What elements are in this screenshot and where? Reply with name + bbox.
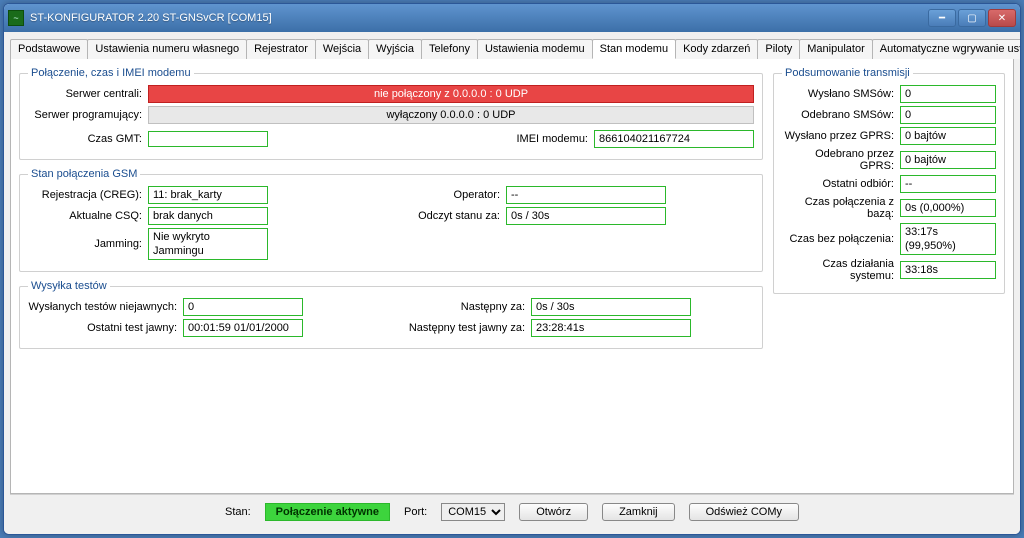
status-bar: Stan: Połączenie aktywne Port: COM15 Otw…	[10, 494, 1014, 528]
serwer-centrali-value: nie połączony z 0.0.0.0 : 0 UDP	[148, 85, 754, 103]
refresh-com-button[interactable]: Odśwież COMy	[689, 503, 799, 521]
serwer-centrali-label: Serwer centrali:	[28, 88, 148, 100]
czas-gmt-value	[148, 131, 268, 147]
summary-row: Czas bez połączenia:33:17s (99,950%)	[782, 223, 996, 255]
nastjawny-value: 23:28:41s	[531, 319, 691, 337]
tab-ustawienia-modemu[interactable]: Ustawienia modemu	[477, 39, 593, 59]
tab-manipulator[interactable]: Manipulator	[799, 39, 872, 59]
summary-label: Czas działania systemu:	[782, 258, 900, 282]
tab-rejestrator[interactable]: Rejestrator	[246, 39, 316, 59]
summary-value: 0	[900, 85, 996, 103]
summary-value: 33:18s	[900, 261, 996, 279]
tab-piloty[interactable]: Piloty	[757, 39, 800, 59]
jamming-value: Nie wykryto Jammingu	[148, 228, 268, 260]
maximize-button[interactable]: ▢	[958, 9, 986, 27]
odczyt-value: 0s / 30s	[506, 207, 666, 225]
tab-podstawowe[interactable]: Podstawowe	[10, 39, 88, 59]
summary-label: Wysłano SMSów:	[782, 88, 900, 100]
summary-value: --	[900, 175, 996, 193]
left-column: Połączenie, czas i IMEI modemu Serwer ce…	[19, 67, 763, 485]
port-select[interactable]: COM15	[441, 503, 505, 521]
creg-label: Rejestracja (CREG):	[28, 189, 148, 201]
ostatni-value: 00:01:59 01/01/2000	[183, 319, 303, 337]
tab-automatyczne-wgrywanie-ustawie-[interactable]: Automatyczne wgrywanie ustawień	[872, 39, 1021, 59]
operator-label: Operator:	[396, 189, 506, 201]
summary-row: Wysłano przez GPRS:0 bajtów	[782, 127, 996, 145]
right-column: Podsumowanie transmisji Wysłano SMSów:0O…	[773, 67, 1005, 485]
csq-value: brak danych	[148, 207, 268, 225]
odczyt-label: Odczyt stanu za:	[396, 210, 506, 222]
app-icon: ~	[8, 10, 24, 26]
serwer-prog-label: Serwer programujący:	[28, 109, 148, 121]
client-area: PodstawoweUstawienia numeru własnegoReje…	[4, 32, 1020, 534]
app-window: ~ ST-KONFIGURATOR 2.20 ST-GNSvCR [COM15]…	[3, 3, 1021, 535]
stan-label: Stan:	[225, 506, 251, 518]
summary-value: 0 bajtów	[900, 151, 996, 169]
nastepny-label: Następny za:	[396, 301, 531, 313]
nastepny-value: 0s / 30s	[531, 298, 691, 316]
group-connection: Połączenie, czas i IMEI modemu Serwer ce…	[19, 67, 763, 160]
tab-ustawienia-numeru-w-asnego[interactable]: Ustawienia numeru własnego	[87, 39, 247, 59]
ostatni-label: Ostatni test jawny:	[28, 322, 183, 334]
group-tests-legend: Wysyłka testów	[28, 280, 110, 292]
tab-wyj-cia[interactable]: Wyjścia	[368, 39, 422, 59]
serwer-prog-value: wyłączony 0.0.0.0 : 0 UDP	[148, 106, 754, 124]
close-button[interactable]: ✕	[988, 9, 1016, 27]
tab-panel-stan-modemu: Połączenie, czas i IMEI modemu Serwer ce…	[10, 59, 1014, 494]
stan-value: Połączenie aktywne	[265, 503, 390, 521]
summary-row: Odebrano SMSów:0	[782, 106, 996, 124]
window-title: ST-KONFIGURATOR 2.20 ST-GNSvCR [COM15]	[30, 12, 928, 24]
port-label: Port:	[404, 506, 427, 518]
summary-label: Ostatni odbiór:	[782, 178, 900, 190]
summary-label: Odebrano SMSów:	[782, 109, 900, 121]
tab-telefony[interactable]: Telefony	[421, 39, 478, 59]
close-port-button[interactable]: Zamknij	[602, 503, 675, 521]
minimize-button[interactable]: ━	[928, 9, 956, 27]
summary-label: Czas połączenia z bazą:	[782, 196, 900, 220]
imei-value: 866104021167724	[594, 130, 754, 148]
tab-stan-modemu[interactable]: Stan modemu	[592, 39, 676, 59]
jamming-label: Jamming:	[28, 238, 148, 250]
tab-kody-zdarze-[interactable]: Kody zdarzeń	[675, 39, 758, 59]
creg-value: 11: brak_karty	[148, 186, 268, 204]
titlebar: ~ ST-KONFIGURATOR 2.20 ST-GNSvCR [COM15]…	[4, 4, 1020, 32]
open-button[interactable]: Otwórz	[519, 503, 588, 521]
summary-row: Wysłano SMSów:0	[782, 85, 996, 103]
csq-label: Aktualne CSQ:	[28, 210, 148, 222]
summary-value: 33:17s (99,950%)	[900, 223, 996, 255]
tab-wej-cia[interactable]: Wejścia	[315, 39, 369, 59]
summary-value: 0 bajtów	[900, 127, 996, 145]
summary-row: Czas połączenia z bazą:0s (0,000%)	[782, 196, 996, 220]
group-summary: Podsumowanie transmisji Wysłano SMSów:0O…	[773, 67, 1005, 294]
summary-label: Odebrano przez GPRS:	[782, 148, 900, 172]
summary-row: Odebrano przez GPRS:0 bajtów	[782, 148, 996, 172]
group-tests: Wysyłka testów Wysłanych testów niejawny…	[19, 280, 763, 349]
summary-value: 0s (0,000%)	[900, 199, 996, 217]
summary-label: Wysłano przez GPRS:	[782, 130, 900, 142]
summary-row: Ostatni odbiór:--	[782, 175, 996, 193]
summary-value: 0	[900, 106, 996, 124]
tab-strip: PodstawoweUstawienia numeru własnegoReje…	[10, 38, 1014, 59]
summary-label: Czas bez połączenia:	[782, 233, 900, 245]
window-controls: ━ ▢ ✕	[928, 9, 1016, 27]
imei-label: IMEI modemu:	[504, 133, 594, 145]
operator-value: --	[506, 186, 666, 204]
niejawne-label: Wysłanych testów niejawnych:	[28, 301, 183, 313]
group-gsm-legend: Stan połączenia GSM	[28, 168, 140, 180]
niejawne-value: 0	[183, 298, 303, 316]
group-summary-legend: Podsumowanie transmisji	[782, 67, 913, 79]
group-gsm: Stan połączenia GSM Rejestracja (CREG): …	[19, 168, 763, 272]
czas-gmt-label: Czas GMT:	[28, 133, 148, 145]
group-connection-legend: Połączenie, czas i IMEI modemu	[28, 67, 194, 79]
nastjawny-label: Następny test jawny za:	[396, 322, 531, 334]
summary-row: Czas działania systemu:33:18s	[782, 258, 996, 282]
